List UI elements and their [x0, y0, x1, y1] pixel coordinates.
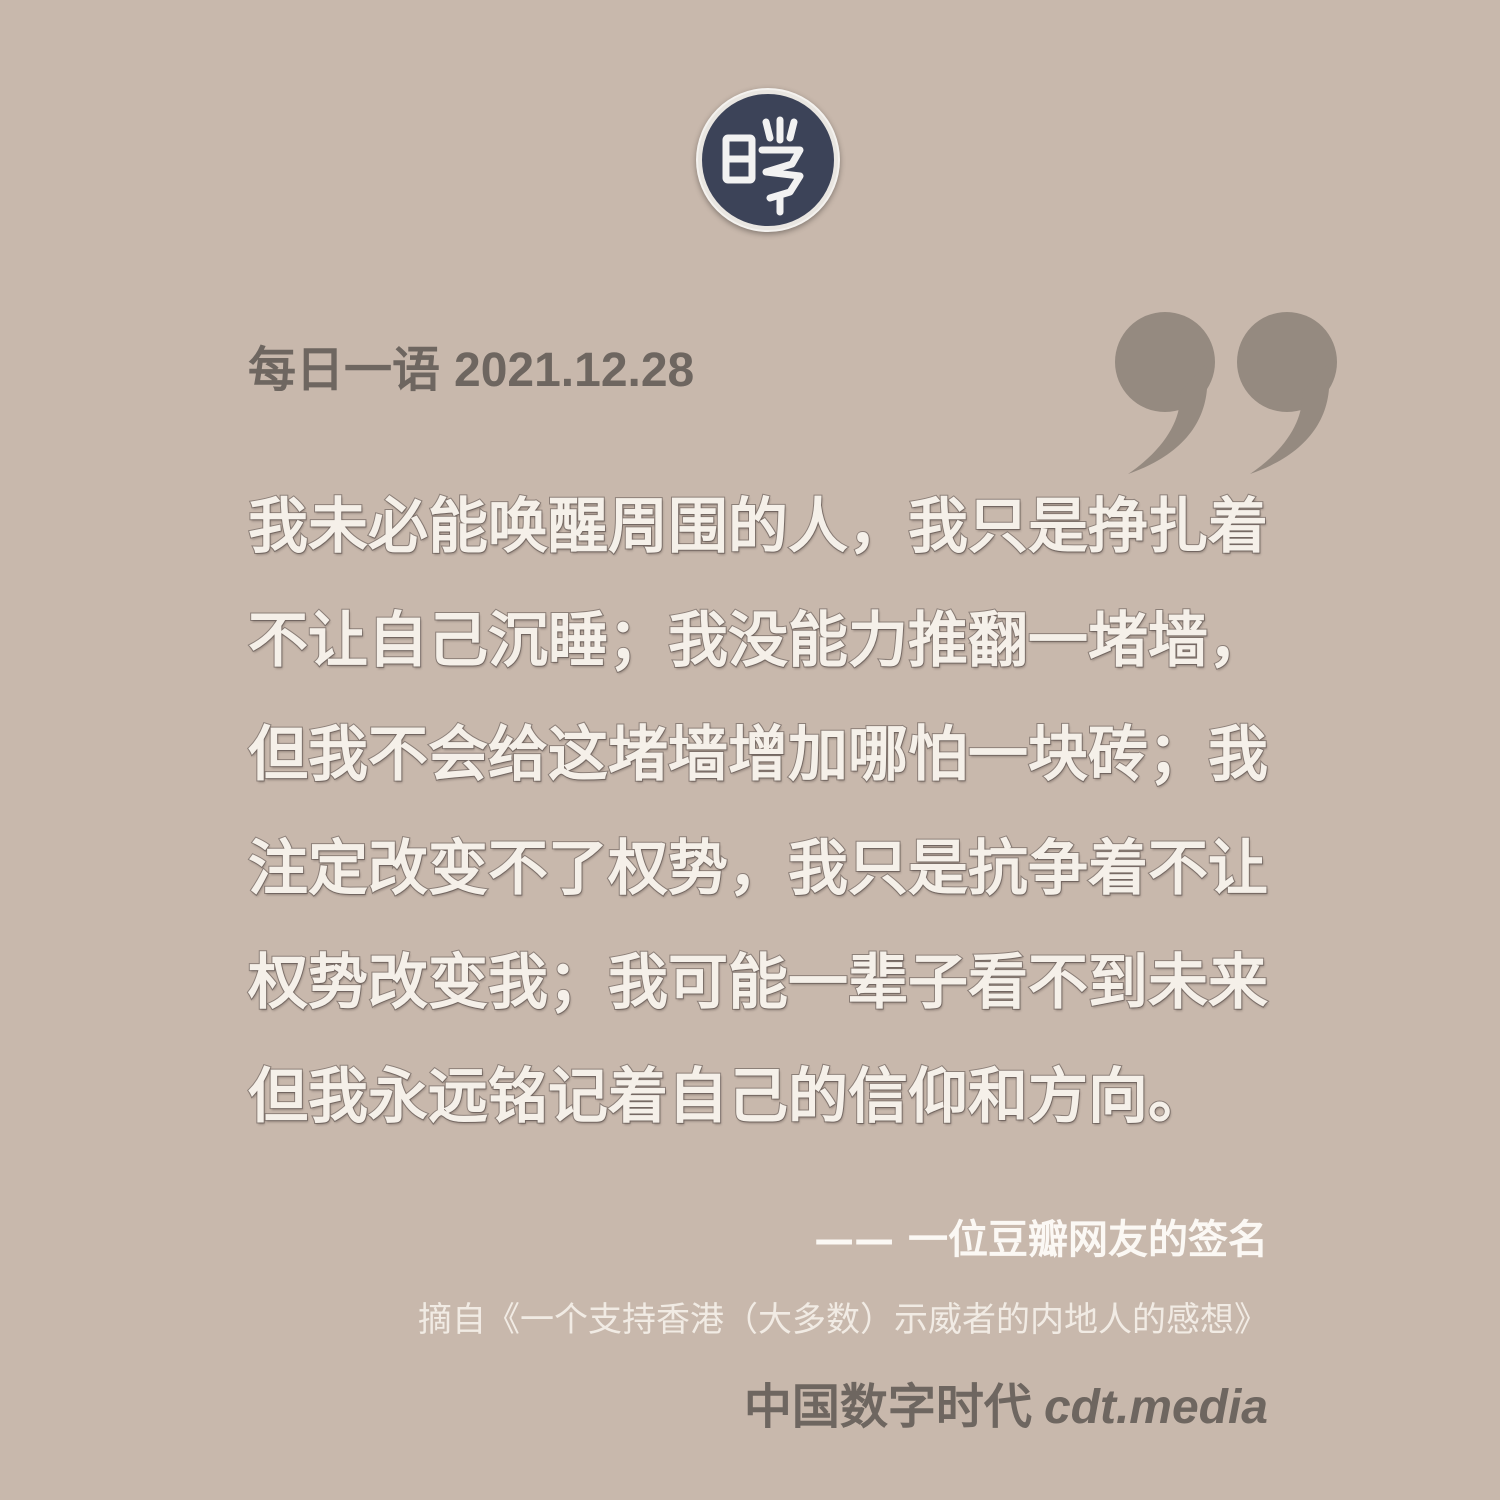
daily-quote-label: 每日一语 — [248, 342, 441, 398]
brand-url: cdt.media — [1043, 1381, 1268, 1434]
cdt-seal-logo-icon — [696, 88, 840, 232]
quote-date: 2021.12.28 — [454, 344, 695, 397]
closing-quote-mark-icon — [1110, 308, 1350, 483]
quote-line: 但我永远铭记着自己的信仰和方向。 — [247, 1061, 1209, 1133]
brand-footer: 中国数字时代 cdt.media — [744, 1372, 1268, 1443]
quote-line: 但我不会给这堵墙增加哪怕一块砖；我 — [247, 719, 1269, 791]
quote-attribution: —— 一位豆瓣网友的签名 — [814, 1217, 1268, 1263]
quote-line: 我未必能唤醒周围的人，我只是挣扎着 — [247, 491, 1269, 563]
quote-body: 我未必能唤醒周围的人，我只是挣扎着 不让自己沉睡；我没能力推翻一堵墙， 但我不会… — [247, 470, 1278, 1154]
quote-line: 注定改变不了权势，我只是抗争着不让 — [247, 833, 1269, 905]
quote-line: 权势改变我；我可能一辈子看不到未来 — [247, 947, 1269, 1019]
header: 每日一语 2021.12.28 — [248, 338, 694, 403]
brand-name: 中国数字时代 — [743, 1379, 1032, 1435]
quote-line: 不让自己沉睡；我没能力推翻一堵墙， — [247, 605, 1269, 677]
quote-source: 摘自《一个支持香港（大多数）示威者的内地人的感想》 — [418, 1300, 1268, 1340]
